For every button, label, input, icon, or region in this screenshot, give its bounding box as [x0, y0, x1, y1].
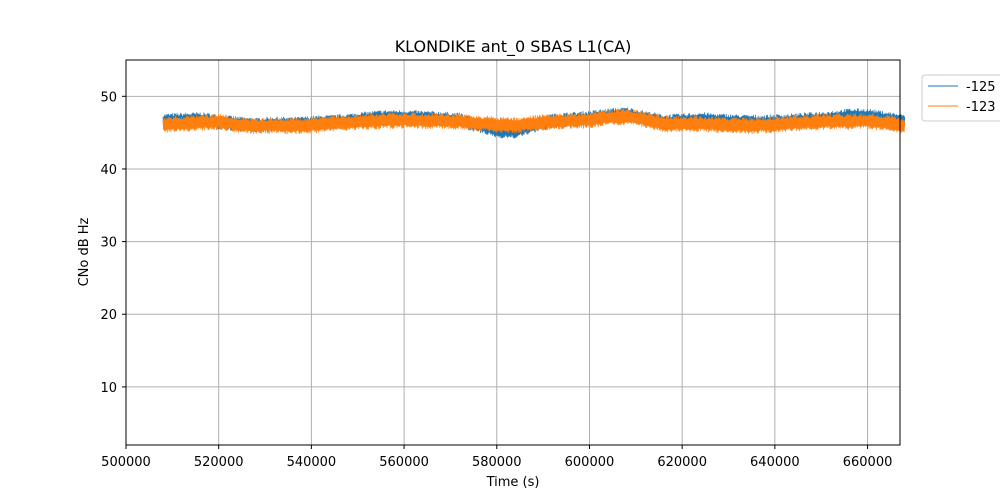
y-tick-label: 20 [100, 308, 117, 323]
y-tick-label: 30 [100, 236, 117, 251]
plot-area [125, 59, 906, 446]
legend-box [921, 74, 1000, 122]
x-tick-label: 580000 [472, 455, 522, 470]
plot-frame [125, 59, 901, 446]
x-tick-label: 640000 [750, 455, 800, 470]
legend: -125 -123 [921, 74, 1000, 122]
x-tick-label: 520000 [194, 455, 244, 470]
x-tick-label: 620000 [657, 455, 707, 470]
x-tick-label: 540000 [287, 455, 337, 470]
chart-title: KLONDIKE ant_0 SBAS L1(CA) [395, 37, 632, 57]
x-tick-label: 560000 [379, 455, 429, 470]
y-tick-label: 10 [100, 381, 117, 396]
x-tick-label: 500000 [101, 455, 151, 470]
y-tick-label: 40 [100, 163, 117, 178]
y-tick-label: 50 [100, 90, 117, 105]
series-line-2 [162, 108, 906, 135]
series-layer [162, 107, 906, 139]
y-axis-label: CNo dB Hz [77, 217, 92, 286]
x-axis-label: Time (s) [486, 475, 540, 490]
x-tick-label: 660000 [843, 455, 893, 470]
x-axis: 500000 520000 540000 560000 580000 600000 6200… [101, 445, 892, 470]
legend-label-series-2: -123 [966, 100, 996, 115]
legend-label-series-1: -125 [966, 80, 996, 95]
x-tick-label: 600000 [565, 455, 615, 470]
y-axis: 10 20 30 40 50 [100, 90, 126, 396]
